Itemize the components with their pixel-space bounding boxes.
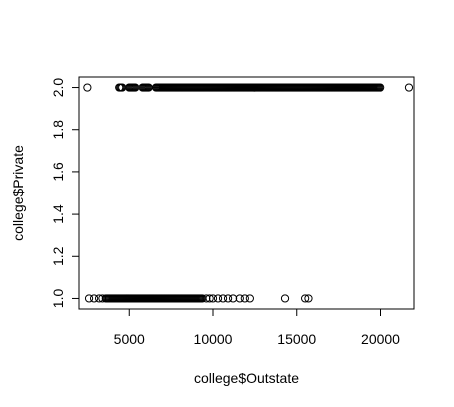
data-point xyxy=(98,294,107,303)
x-tick-label: 5000 xyxy=(114,331,145,347)
data-point xyxy=(95,294,104,303)
data-point xyxy=(205,294,214,303)
data-point xyxy=(304,294,313,303)
data-point xyxy=(240,294,249,303)
x-tick-label: 15000 xyxy=(277,331,316,347)
data-point xyxy=(301,294,310,303)
y-axis: 1.0 1.2 1.4 1.6 1.8 2.0 xyxy=(50,78,80,309)
y-tick-label: 2.0 xyxy=(50,78,66,98)
data-point xyxy=(245,294,254,303)
data-point xyxy=(404,83,414,92)
data-point xyxy=(218,294,228,303)
x-axis: 5000 10000 15000 20000 xyxy=(114,308,400,347)
data-point xyxy=(235,294,244,303)
data-point xyxy=(89,294,99,303)
x-tick-label: 10000 xyxy=(194,331,233,347)
data-point xyxy=(280,294,290,303)
data-point xyxy=(84,294,94,303)
data-points xyxy=(83,83,414,303)
y-axis-title: college$Private xyxy=(10,145,26,241)
x-tick-label: 20000 xyxy=(361,331,400,347)
data-point xyxy=(83,83,92,92)
y-tick-label: 1.2 xyxy=(50,246,66,266)
y-tick-label: 1.8 xyxy=(50,120,66,140)
data-point xyxy=(223,294,233,303)
y-tick-label: 1.6 xyxy=(50,162,66,182)
data-point xyxy=(213,294,223,303)
data-point xyxy=(208,294,218,303)
y-tick-label: 1.4 xyxy=(50,204,66,224)
x-axis-title: college$Outstate xyxy=(194,370,299,386)
y-tick-label: 1.0 xyxy=(50,289,66,309)
data-point xyxy=(376,83,385,92)
